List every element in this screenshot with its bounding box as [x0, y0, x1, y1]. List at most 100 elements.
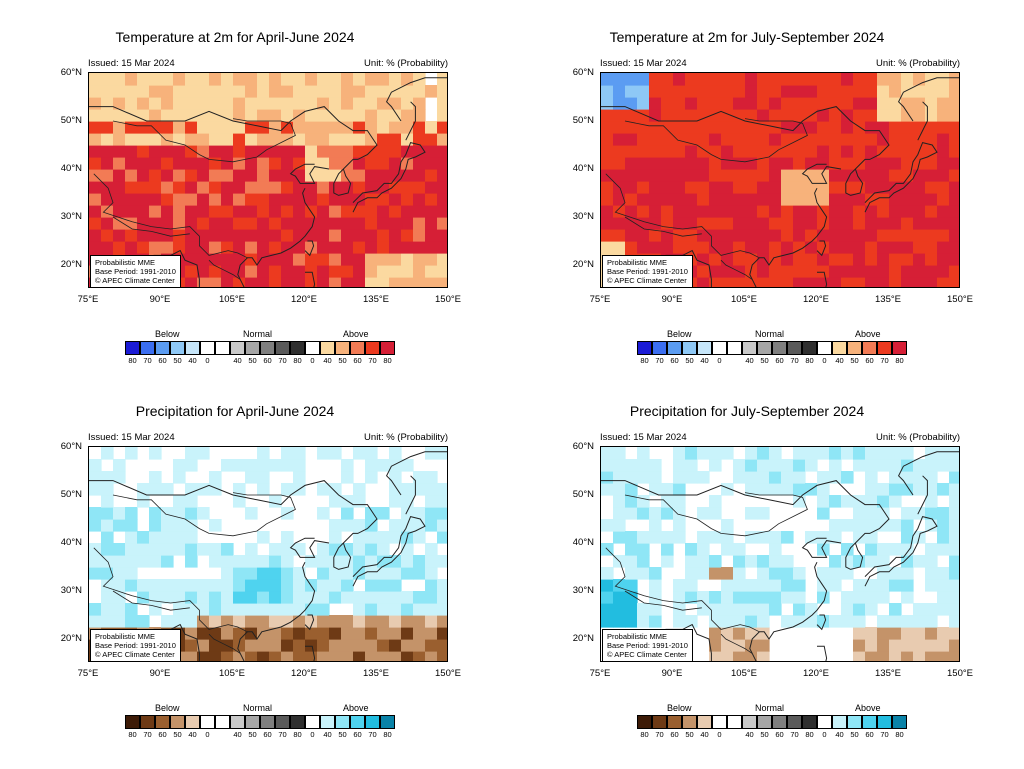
probability-cell [613, 615, 626, 628]
probability-cell [637, 85, 650, 98]
probability-cell [841, 495, 854, 508]
probability-cell [269, 73, 282, 86]
probability-cell [377, 121, 390, 134]
probability-cell [353, 145, 366, 158]
probability-cell [329, 97, 342, 110]
probability-cell [425, 651, 438, 661]
probability-cell [245, 157, 258, 170]
probability-cell [413, 205, 426, 218]
panel-temp-amj: Temperature at 2m for April-June 2024 Is… [0, 0, 470, 365]
legend-swatch [200, 715, 215, 729]
probability-cell [401, 97, 414, 110]
probability-cell [625, 193, 638, 206]
coastline [305, 271, 316, 287]
probability-cell [733, 265, 746, 278]
probability-cell [185, 447, 198, 460]
lat-label: 60°N [572, 441, 594, 452]
probability-cell [685, 73, 698, 86]
probability-cell [853, 97, 866, 110]
probability-cell [281, 73, 294, 86]
probability-cell [817, 97, 830, 110]
probability-cell [377, 169, 390, 182]
probability-cell [317, 507, 330, 520]
probability-cell [889, 459, 902, 472]
probability-cell [757, 205, 770, 218]
probability-cell [293, 627, 306, 640]
probability-cell [341, 253, 354, 266]
probability-cell [949, 555, 959, 568]
probability-cell [101, 507, 114, 520]
probability-cell [865, 121, 878, 134]
probability-cell [221, 229, 234, 242]
probability-cell [269, 145, 282, 158]
probability-cell [793, 459, 806, 472]
probability-cell [173, 591, 186, 604]
probability-cell [305, 591, 318, 604]
probability-cell [877, 181, 890, 194]
probability-cell [733, 543, 746, 556]
coastline [816, 614, 827, 631]
probability-cell [925, 615, 938, 628]
probability-cell [613, 169, 626, 182]
probability-cell [173, 471, 186, 484]
probability-cell [377, 241, 390, 254]
probability-cell [949, 121, 959, 134]
probability-cell [817, 193, 830, 206]
probability-cell [173, 121, 186, 134]
probability-cell [125, 555, 138, 568]
probability-cell [841, 169, 854, 182]
legend-tick: 80 [640, 730, 649, 739]
legend-tick: 50 [685, 356, 694, 365]
probability-cell [841, 471, 854, 484]
probability-cell [365, 615, 378, 628]
probability-cell [745, 459, 758, 472]
probability-cell [601, 471, 614, 484]
probability-cell [709, 495, 722, 508]
probability-cell [317, 109, 330, 122]
legend-swatch [832, 341, 847, 355]
probability-cell [925, 85, 938, 98]
probability-cell [365, 169, 378, 182]
country-border [624, 590, 702, 611]
probability-cell [649, 181, 662, 194]
probability-cell [125, 109, 138, 122]
probability-cell [89, 193, 102, 206]
probability-cell [925, 109, 938, 122]
probability-cell [949, 459, 959, 472]
probability-cell [901, 639, 914, 652]
probability-cell [649, 519, 662, 532]
probability-cell [889, 121, 902, 134]
probability-cell [353, 97, 366, 110]
probability-cell [781, 253, 794, 266]
legend-swatch [832, 715, 847, 729]
probability-cell [769, 555, 782, 568]
probability-cell [209, 229, 222, 242]
probability-cell [745, 639, 758, 652]
probability-cell [293, 253, 306, 266]
legend-swatch [682, 715, 697, 729]
probability-cell [769, 181, 782, 194]
probability-cell [353, 447, 366, 460]
probability-cell [925, 459, 938, 472]
probability-cell [637, 447, 650, 460]
probability-cell [937, 277, 950, 287]
legend-tick: 0 [822, 356, 827, 365]
probability-cell [649, 73, 662, 86]
probability-cell [829, 97, 842, 110]
probability-cell [769, 265, 782, 278]
probability-cell [257, 193, 270, 206]
probability-cell [329, 109, 342, 122]
probability-cell [925, 229, 938, 242]
probability-cell [389, 109, 402, 122]
probability-cell [245, 627, 258, 640]
probability-cell [637, 495, 650, 508]
legend-swatch [125, 341, 140, 355]
probability-cell [721, 277, 734, 287]
probability-cell [829, 519, 842, 532]
probability-cell [949, 603, 959, 616]
probability-cell [769, 579, 782, 592]
probability-cell [649, 459, 662, 472]
probability-cell [925, 241, 938, 254]
probability-cell [841, 277, 854, 287]
probability-cell [293, 181, 306, 194]
